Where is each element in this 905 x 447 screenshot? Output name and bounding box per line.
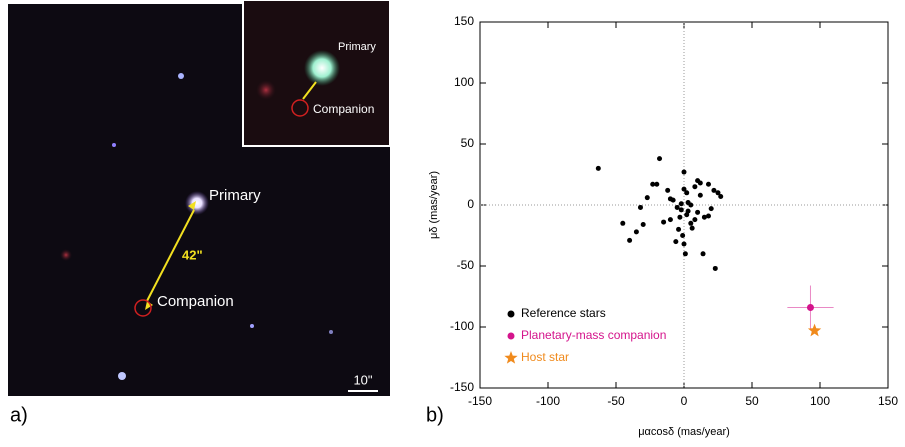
x-tick-label: 50 [745, 394, 759, 408]
point [620, 221, 625, 226]
point [713, 266, 718, 271]
point [682, 170, 687, 175]
point [668, 217, 673, 222]
point [679, 207, 684, 212]
y-tick-label: 100 [454, 75, 474, 89]
point [709, 206, 714, 211]
star [60, 249, 72, 261]
scale-label: 10" [353, 372, 372, 387]
y-tick-label: 150 [454, 14, 474, 28]
separation-label: 42" [182, 247, 203, 262]
figure: Primary Companion 42" 10" Primary Compan… [0, 0, 905, 442]
point [657, 156, 662, 161]
point [627, 238, 632, 243]
x-tick-label: 100 [810, 394, 830, 408]
point [684, 212, 689, 217]
point [638, 205, 643, 210]
inset-primary [304, 50, 340, 86]
x-tick-label: -100 [536, 394, 560, 408]
point [692, 184, 697, 189]
point [679, 201, 684, 206]
point [695, 210, 700, 215]
primary-label: Primary [209, 187, 261, 204]
y-tick-label: 0 [467, 197, 474, 211]
y-tick-label: -50 [457, 258, 475, 272]
point [692, 217, 697, 222]
point [641, 222, 646, 227]
y-axis-label: μδ (mas/year) [428, 171, 440, 239]
point [673, 239, 678, 244]
panel-label: a) [10, 404, 28, 426]
point [718, 194, 723, 199]
x-tick-label: 150 [878, 394, 898, 408]
point [698, 181, 703, 186]
y-tick-label: -150 [450, 380, 474, 394]
point [677, 215, 682, 220]
legend-label: Planetary-mass companion [521, 328, 666, 342]
point [706, 213, 711, 218]
point [680, 233, 685, 238]
primary-star [185, 191, 209, 215]
companion-label: Companion [157, 293, 234, 310]
x-tick-label: -50 [607, 394, 625, 408]
star-marker [808, 324, 821, 337]
point [661, 220, 666, 225]
point [508, 333, 515, 340]
sky-image: Primary Companion 42" 10" Primary Compan… [8, 0, 390, 396]
legend-label: Reference stars [521, 306, 606, 320]
point [698, 193, 703, 198]
point [688, 203, 693, 208]
point [683, 251, 688, 256]
point [701, 251, 706, 256]
point [682, 242, 687, 247]
star [178, 73, 184, 79]
point [684, 190, 689, 195]
point [645, 195, 650, 200]
inset: Primary Companion [243, 0, 390, 146]
point [688, 221, 693, 226]
x-tick-label: 0 [681, 394, 688, 408]
star [112, 143, 116, 147]
point [634, 229, 639, 234]
star [250, 324, 254, 328]
point [654, 182, 659, 187]
point [665, 188, 670, 193]
panel-label: b) [426, 404, 444, 426]
point [676, 227, 681, 232]
inset-primary-label: Primary [338, 41, 376, 53]
inset-companion-label: Companion [313, 102, 374, 116]
x-axis-label: μαcosδ (mas/year) [638, 426, 730, 438]
point [690, 226, 695, 231]
star-marker [504, 351, 517, 364]
point [706, 182, 711, 187]
star [118, 372, 126, 380]
star [329, 330, 333, 334]
star [256, 80, 276, 100]
page: Primary Companion 42" 10" Primary Compan… [0, 0, 905, 447]
y-tick-label: 50 [461, 136, 475, 150]
point [807, 304, 814, 311]
y-tick-label: -100 [450, 319, 474, 333]
point [668, 196, 673, 201]
x-tick-label: -150 [468, 394, 492, 408]
legend-label: Host star [521, 350, 569, 364]
point [596, 166, 601, 171]
point [508, 311, 515, 318]
